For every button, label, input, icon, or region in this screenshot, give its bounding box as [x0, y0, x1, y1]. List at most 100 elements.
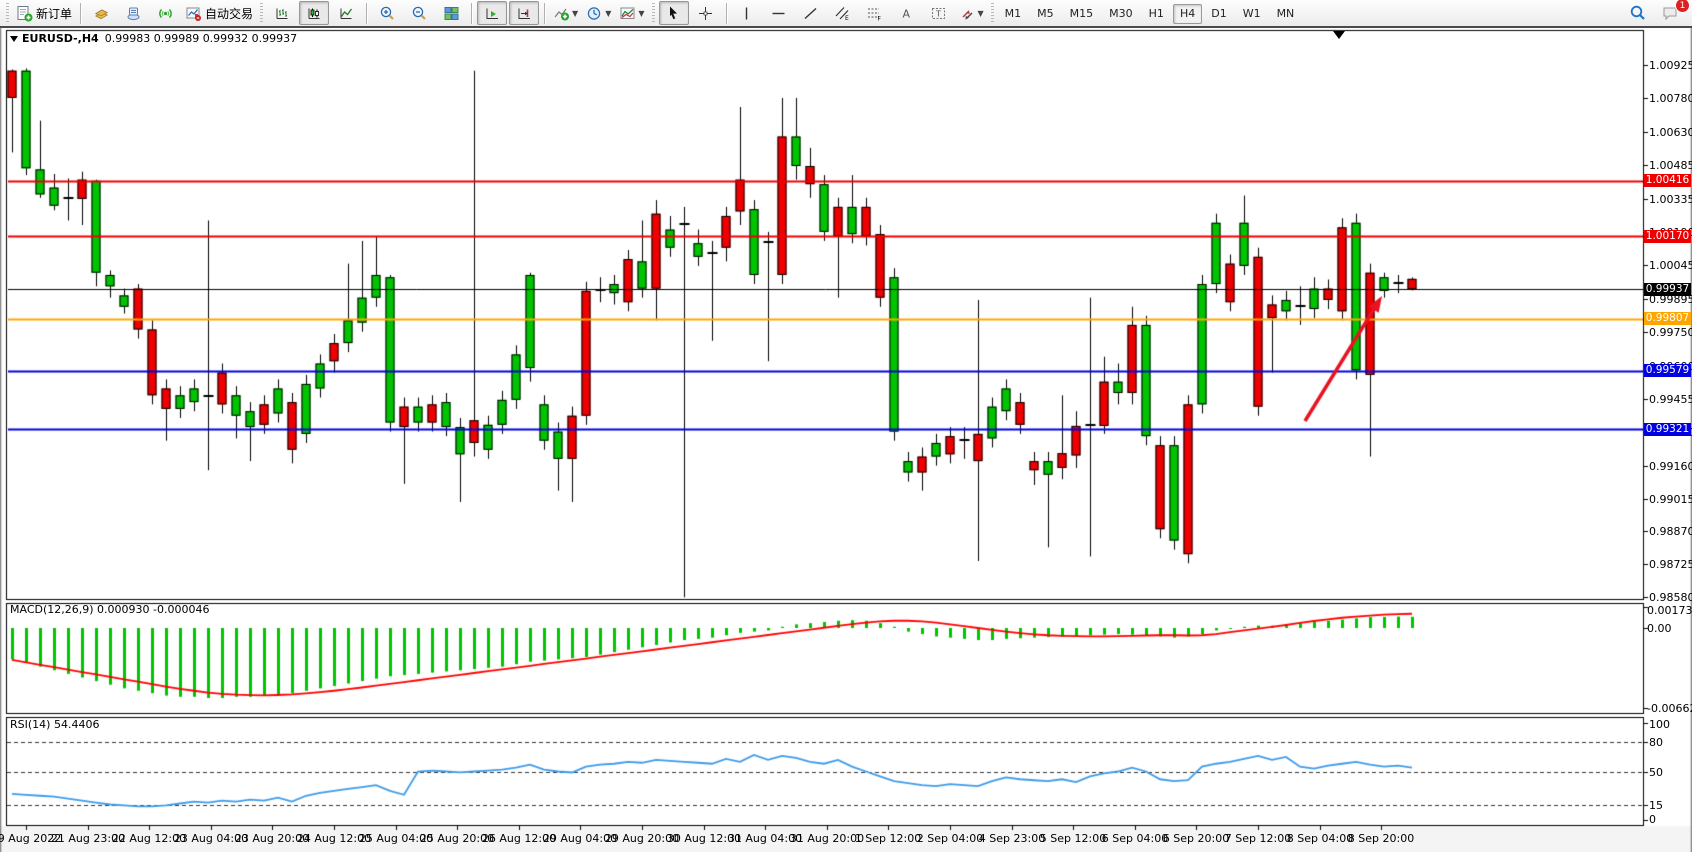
periods-button[interactable]: ▼ — [583, 1, 614, 25]
timeframe-m30-button[interactable]: M30 — [1102, 4, 1140, 24]
toolbar-separator — [80, 2, 82, 24]
arrows-button[interactable]: ▼ — [956, 1, 987, 25]
svg-text:T: T — [935, 9, 941, 18]
periods-icon — [586, 5, 603, 22]
date-label: 26 Aug 12:00 — [481, 832, 557, 845]
svg-text:E: E — [845, 15, 849, 22]
crosshair-icon — [697, 5, 714, 22]
candlestick-chart-button[interactable] — [299, 1, 330, 25]
text-label-button[interactable]: T — [924, 1, 954, 25]
horizontal-line-icon — [770, 5, 787, 22]
trendline-icon — [802, 5, 819, 22]
bar-chart-button[interactable] — [267, 1, 297, 25]
date-label: 29 Aug 04:00 — [542, 832, 618, 845]
rsi-tick: 100 — [1649, 718, 1670, 731]
trendline-button[interactable] — [796, 1, 826, 25]
date-label: 24 Aug 12:00 — [296, 832, 372, 845]
zoom-out-button[interactable] — [404, 1, 434, 25]
dropdown-arrow-icon: ▼ — [638, 8, 645, 18]
date-label: 23 Aug 20:00 — [234, 832, 310, 845]
toolbar: 新订单 自动交易 ▼ ▼ ▼ E F A T ▼ M1 M5 M15 M30 H1 H4 D… — [0, 0, 1692, 28]
cursor-button[interactable] — [658, 1, 689, 25]
text-icon: A — [898, 5, 915, 22]
date-label: 7 Sep 12:00 — [1224, 832, 1292, 845]
chart-shift-icon — [516, 5, 533, 22]
date-label: 5 Sep 12:00 — [1039, 832, 1107, 845]
line-chart-button[interactable] — [331, 1, 361, 25]
price-level-badge: 1.00170 — [1644, 230, 1691, 243]
fibonacci-button[interactable]: F — [860, 1, 890, 25]
date-label: 6 Sep 04:00 — [1101, 832, 1169, 845]
vertical-line-button[interactable] — [732, 1, 762, 25]
price-tick: 0.99455 — [1649, 392, 1692, 406]
toolbar-grip — [260, 3, 264, 23]
toolbar-right: 1 — [1622, 0, 1690, 25]
data-window-button[interactable] — [118, 1, 148, 25]
date-label: 30 Aug 12:00 — [666, 832, 742, 845]
timeframe-m5-button[interactable]: M5 — [1030, 4, 1061, 24]
price-tick: 1.00045 — [1649, 258, 1692, 272]
auto-trading-button[interactable]: 自动交易 — [182, 1, 256, 25]
equidistant-channel-button[interactable]: E — [828, 1, 858, 25]
zoom-out-icon — [411, 5, 428, 22]
signals-button[interactable] — [150, 1, 180, 25]
zoom-in-icon — [379, 5, 396, 22]
candlestick-chart-icon — [306, 5, 323, 22]
rsi-indicator-label: RSI(14) 54.4406 — [10, 719, 99, 731]
zoom-in-button[interactable] — [372, 1, 402, 25]
macd-tick: 0.00 — [1647, 622, 1672, 635]
tile-windows-icon — [443, 5, 460, 22]
chart-collapse-icon[interactable] — [10, 36, 18, 42]
new-order-label: 新订单 — [36, 6, 73, 21]
indicators-icon — [553, 5, 570, 22]
chart-shift-button[interactable] — [509, 1, 540, 25]
date-label: 6 Sep 20:00 — [1162, 832, 1230, 845]
text-button[interactable]: A — [892, 1, 922, 25]
svg-text:A: A — [903, 7, 911, 20]
auto-scroll-button[interactable] — [477, 1, 508, 25]
cursor-icon — [665, 5, 682, 22]
macd-tick: -0.006628 — [1647, 701, 1692, 715]
price-level-badge: 1.00416 — [1644, 174, 1691, 187]
timeframe-m15-button[interactable]: M15 — [1063, 4, 1101, 24]
new-order-button[interactable]: 新订单 — [13, 1, 75, 25]
toolbar-separator — [366, 2, 368, 24]
date-label: 8 Sep 04:00 — [1286, 832, 1354, 845]
new-order-icon — [16, 5, 33, 22]
rsi-tick: 0 — [1649, 813, 1656, 826]
price-tick: 0.99015 — [1649, 492, 1692, 506]
chat-button[interactable]: 1 — [1655, 0, 1690, 25]
crosshair-button[interactable] — [691, 1, 721, 25]
timeframe-h4-button[interactable]: H4 — [1172, 3, 1203, 24]
auto-scroll-icon — [484, 5, 501, 22]
date-label: 23 Aug 04:00 — [173, 832, 249, 845]
date-label: 2 Sep 04:00 — [916, 832, 984, 845]
timeframe-h1-button[interactable]: H1 — [1142, 4, 1171, 24]
market-watch-icon — [93, 5, 110, 22]
price-tick: 0.98580 — [1649, 591, 1692, 605]
price-level-badge: 0.99579 — [1644, 364, 1691, 377]
price-tick: 1.00335 — [1649, 192, 1692, 206]
toolbar-separator — [725, 2, 727, 24]
toolbar-grip — [651, 3, 655, 23]
svg-text:F: F — [878, 15, 882, 22]
timeframe-m1-button[interactable]: M1 — [998, 4, 1029, 24]
timeframe-d1-button[interactable]: D1 — [1204, 4, 1233, 24]
horizontal-line-button[interactable] — [764, 1, 794, 25]
auto-trading-icon — [185, 5, 202, 22]
templates-icon — [619, 5, 636, 22]
templates-button[interactable]: ▼ — [616, 1, 647, 25]
search-button[interactable] — [1623, 1, 1653, 25]
price-tick: 0.98870 — [1649, 525, 1692, 539]
price-tick: 0.99160 — [1649, 459, 1692, 473]
macd-indicator-label: MACD(12,26,9) 0.000930 -0.000046 — [10, 604, 210, 616]
tile-windows-button[interactable] — [436, 1, 466, 25]
market-watch-button[interactable] — [86, 1, 116, 25]
search-icon — [1629, 4, 1647, 22]
timeframe-w1-button[interactable]: W1 — [1236, 4, 1268, 24]
indicators-button[interactable]: ▼ — [550, 1, 581, 25]
chart-shift-marker-icon[interactable] — [1333, 31, 1345, 39]
timeframe-mn-button[interactable]: MN — [1270, 4, 1302, 24]
